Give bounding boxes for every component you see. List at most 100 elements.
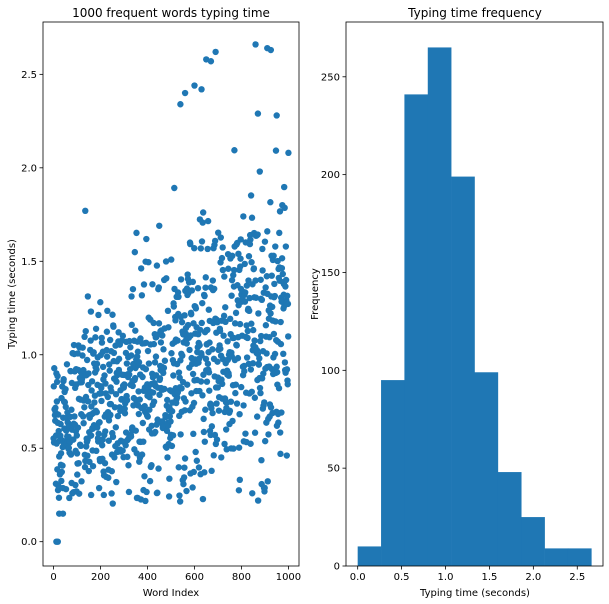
- scatter-point: [249, 490, 256, 497]
- scatter-point: [184, 321, 192, 329]
- scatter-point: [237, 236, 244, 243]
- scatter-point: [156, 222, 163, 229]
- scatter-point: [219, 244, 226, 251]
- scatter-point: [222, 304, 229, 311]
- scatter-point: [210, 452, 217, 459]
- scatter-point: [248, 259, 255, 266]
- scatter-point: [144, 347, 152, 355]
- scatter-point: [201, 438, 209, 445]
- scatter-point: [140, 438, 147, 445]
- scatter-point: [73, 450, 81, 457]
- scatter-point: [138, 451, 146, 458]
- scatter-point: [200, 428, 208, 436]
- scatter-point: [256, 168, 263, 175]
- scatter-point: [279, 270, 286, 278]
- scatter-point: [188, 310, 195, 318]
- scatter-point: [93, 447, 100, 455]
- scatter-point: [109, 500, 116, 507]
- scatter-point: [161, 357, 169, 364]
- scatter-point: [137, 265, 145, 272]
- scatter-point: [139, 373, 146, 381]
- scatter-point: [252, 41, 259, 48]
- scatter-point: [277, 429, 284, 436]
- scatter-point: [66, 494, 73, 502]
- scatter-axes-frame: [42, 21, 300, 567]
- scatter-point: [202, 284, 209, 291]
- histogram-y-ticks: 0 50 100 150 200 250: [321, 72, 346, 573]
- scatter-point: [276, 208, 284, 215]
- histogram-y-tick-label: 100: [321, 366, 340, 377]
- scatter-point: [264, 478, 271, 485]
- scatter-point: [208, 467, 215, 475]
- scatter-point: [267, 310, 274, 317]
- scatter-point: [233, 400, 241, 407]
- scatter-point: [114, 412, 122, 420]
- scatter-point: [101, 372, 108, 379]
- scatter-point: [228, 292, 235, 299]
- scatter-point: [183, 340, 190, 347]
- scatter-point: [87, 337, 94, 344]
- scatter-point: [192, 448, 199, 456]
- scatter-point: [271, 280, 278, 288]
- scatter-point: [281, 183, 288, 191]
- scatter-point: [242, 289, 249, 296]
- scatter-point: [257, 332, 265, 340]
- histogram-y-tick-label: 200: [321, 170, 340, 181]
- scatter-point: [261, 399, 268, 406]
- scatter-point: [258, 456, 265, 464]
- histogram-bar: [521, 517, 545, 566]
- scatter-point: [277, 318, 284, 326]
- scatter-point: [202, 274, 209, 281]
- scatter-point: [275, 419, 282, 426]
- scatter-point: [197, 245, 205, 252]
- scatter-point: [95, 430, 102, 437]
- scatter-point: [267, 199, 274, 206]
- scatter-point: [262, 284, 269, 291]
- scatter-point: [232, 389, 239, 397]
- scatter-point: [83, 356, 91, 364]
- scatter-point: [168, 350, 175, 357]
- scatter-point: [190, 430, 197, 438]
- scatter-point: [207, 58, 215, 65]
- scatter-point: [248, 214, 256, 221]
- histogram-x-ticks: 0.0 0.5 1.0 1.5 2.0 2.5: [350, 566, 585, 583]
- scatter-point: [194, 285, 202, 292]
- scatter-point: [95, 484, 103, 492]
- scatter-point: [230, 271, 237, 279]
- scatter-point: [251, 337, 258, 344]
- scatter-point: [231, 147, 238, 154]
- scatter-x-ticks: 0 200 400 600 800 1000: [50, 566, 301, 583]
- scatter-point: [128, 293, 135, 300]
- scatter-point: [112, 424, 120, 431]
- scatter-point: [232, 381, 240, 388]
- scatter-title: 1000 frequent words typing time: [72, 6, 270, 20]
- scatter-point: [119, 332, 127, 340]
- scatter-point: [168, 408, 176, 415]
- scatter-point: [60, 376, 67, 383]
- scatter-points: [50, 41, 292, 545]
- scatter-point: [104, 307, 111, 315]
- scatter-point: [263, 350, 270, 357]
- scatter-point: [145, 360, 153, 367]
- scatter-point: [152, 353, 160, 360]
- scatter-point: [284, 292, 291, 300]
- scatter-point: [149, 389, 157, 396]
- scatter-point: [202, 406, 209, 413]
- scatter-point: [152, 428, 159, 436]
- scatter-point: [277, 450, 284, 458]
- scatter-point: [264, 228, 271, 235]
- scatter-point: [112, 391, 120, 398]
- scatter-point: [92, 325, 100, 332]
- scatter-point: [189, 484, 196, 491]
- scatter-point: [96, 419, 103, 426]
- scatter-point: [74, 424, 82, 431]
- scatter-point: [199, 299, 206, 307]
- scatter-point: [78, 478, 85, 485]
- scatter-point: [108, 490, 115, 497]
- histogram-axes-frame: [345, 21, 604, 567]
- scatter-point: [281, 359, 289, 366]
- scatter-y-tick-label: 1.5: [21, 257, 37, 268]
- scatter-point: [106, 361, 113, 368]
- histogram-x-tick-label: 1.5: [481, 572, 497, 583]
- scatter-point: [277, 340, 285, 348]
